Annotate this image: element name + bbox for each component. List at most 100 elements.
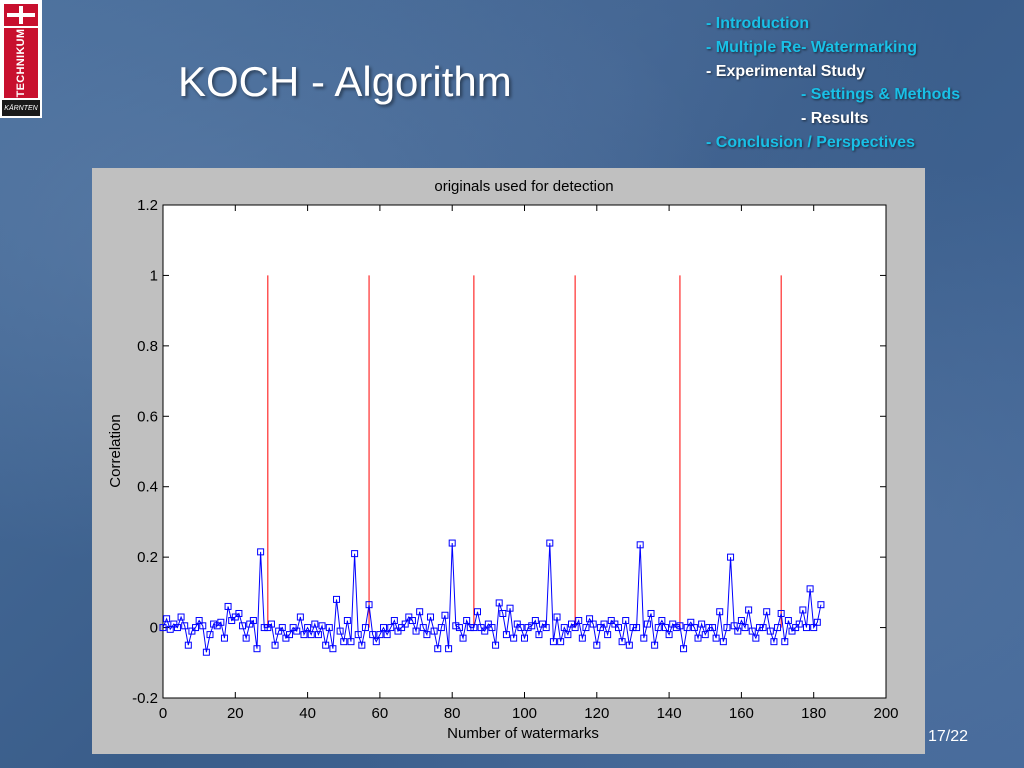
- data-point-marker: [669, 620, 677, 628]
- agenda-item-conclusion-perspectives[interactable]: - Conclusion / Perspectives: [706, 133, 915, 151]
- data-point-marker: [770, 638, 778, 646]
- data-point-marker: [470, 624, 478, 632]
- data-point-marker: [506, 604, 514, 612]
- logo: TECHNIKUM KÄRNTEN: [0, 0, 42, 118]
- data-point-marker: [571, 624, 579, 632]
- data-point-marker: [304, 624, 312, 632]
- data-point-marker: [484, 620, 492, 628]
- data-point-marker: [434, 645, 442, 653]
- data-point-marker: [195, 617, 203, 625]
- data-point-marker: [683, 624, 691, 632]
- agenda-item-settings-methods[interactable]: - Settings & Methods: [801, 86, 961, 104]
- agenda-item-label: Conclusion / Perspectives: [715, 133, 915, 151]
- chart-title: originals used for detection: [434, 178, 613, 195]
- data-point-marker: [672, 624, 680, 632]
- data-point-marker: [658, 617, 666, 625]
- x-tick-label: 60: [372, 705, 389, 722]
- data-point-marker: [184, 641, 192, 649]
- data-point-marker: [282, 634, 290, 642]
- agenda-item-label: Introduction: [715, 15, 810, 32]
- data-point-marker: [217, 618, 225, 626]
- data-point-marker: [365, 601, 373, 609]
- data-point-marker: [752, 634, 760, 642]
- data-point-marker: [665, 631, 673, 639]
- x-tick-label: 200: [873, 705, 898, 722]
- data-point-marker: [437, 624, 445, 632]
- agenda-item-results[interactable]: - Results: [801, 110, 869, 128]
- data-point-marker: [593, 641, 601, 649]
- data-point-marker: [567, 620, 575, 628]
- data-point-marker: [784, 617, 792, 625]
- logo-text: TECHNIKUM: [15, 28, 27, 98]
- data-point-marker: [163, 615, 171, 623]
- data-point-marker: [271, 641, 279, 649]
- data-point-marker: [423, 631, 431, 639]
- chart-frame: originals used for detection Number of w…: [92, 168, 925, 754]
- data-point-marker: [614, 624, 622, 632]
- data-marks: [159, 275, 825, 656]
- data-point-marker: [542, 624, 550, 632]
- slide-title: KOCH - Algorithm: [178, 58, 512, 105]
- data-point-marker: [488, 624, 496, 632]
- data-point-marker: [521, 634, 528, 642]
- data-point-marker: [708, 624, 716, 632]
- data-point-marker: [553, 613, 561, 621]
- data-point-marker: [448, 539, 456, 547]
- data-point-marker: [622, 617, 630, 625]
- data-point-marker: [275, 627, 283, 635]
- y-tick-label: 0.2: [137, 549, 158, 566]
- data-point-marker: [177, 613, 185, 621]
- data-point-marker: [235, 609, 243, 617]
- data-point-marker: [260, 624, 268, 632]
- data-point-marker: [369, 631, 377, 639]
- data-point-marker: [380, 624, 388, 632]
- data-point-marker: [777, 609, 785, 617]
- data-point-marker: [578, 634, 586, 642]
- data-point-marker: [802, 624, 810, 632]
- x-tick-label: 40: [299, 705, 316, 722]
- data-point-marker: [202, 648, 210, 656]
- data-point-marker: [286, 631, 294, 639]
- data-point-marker: [452, 622, 460, 630]
- data-point-marker: [300, 631, 308, 639]
- logo-subtext: KÄRNTEN: [2, 100, 40, 116]
- data-point-marker: [535, 631, 543, 639]
- data-point-marker: [607, 617, 615, 625]
- data-point-marker: [513, 620, 521, 628]
- x-axis-label: Number of watermarks: [447, 725, 599, 742]
- data-point-marker: [354, 631, 362, 639]
- data-point-marker: [340, 638, 348, 646]
- data-point-marker: [618, 638, 626, 646]
- data-point-marker: [661, 624, 669, 632]
- data-point-marker: [499, 609, 507, 617]
- data-point-marker: [687, 618, 695, 626]
- data-point-marker: [810, 624, 818, 632]
- data-point-marker: [629, 624, 637, 632]
- data-point-marker: [336, 627, 344, 635]
- data-point-marker: [192, 624, 200, 632]
- agenda-item-label: Results: [810, 110, 869, 128]
- data-point-marker: [387, 624, 395, 632]
- data-point-marker: [701, 631, 709, 639]
- data-point-marker: [734, 627, 742, 635]
- data-point-marker: [293, 627, 301, 635]
- y-tick-label: 0.4: [137, 479, 158, 496]
- agenda-item-introduction[interactable]: - Introduction: [706, 15, 810, 32]
- data-point-marker: [596, 624, 604, 632]
- data-point-marker: [372, 638, 380, 646]
- data-point-marker: [159, 624, 167, 632]
- data-point-marker: [224, 602, 232, 610]
- data-point-marker: [549, 638, 557, 646]
- x-tick-label: 140: [657, 705, 682, 722]
- data-point-marker: [481, 627, 489, 635]
- data-point-marker: [774, 624, 782, 632]
- agenda-item-experimental-study[interactable]: - Experimental Study: [706, 62, 866, 80]
- data-point-marker: [267, 620, 275, 628]
- data-point-marker: [517, 624, 525, 632]
- y-tick-label: 0.8: [137, 338, 158, 355]
- data-point-marker: [698, 620, 706, 628]
- data-point-marker: [633, 624, 641, 632]
- data-point-marker: [329, 645, 337, 653]
- agenda-item-multiple-re-watermarking[interactable]: - Multiple Re- Watermarking: [706, 38, 917, 56]
- data-point-marker: [231, 613, 239, 621]
